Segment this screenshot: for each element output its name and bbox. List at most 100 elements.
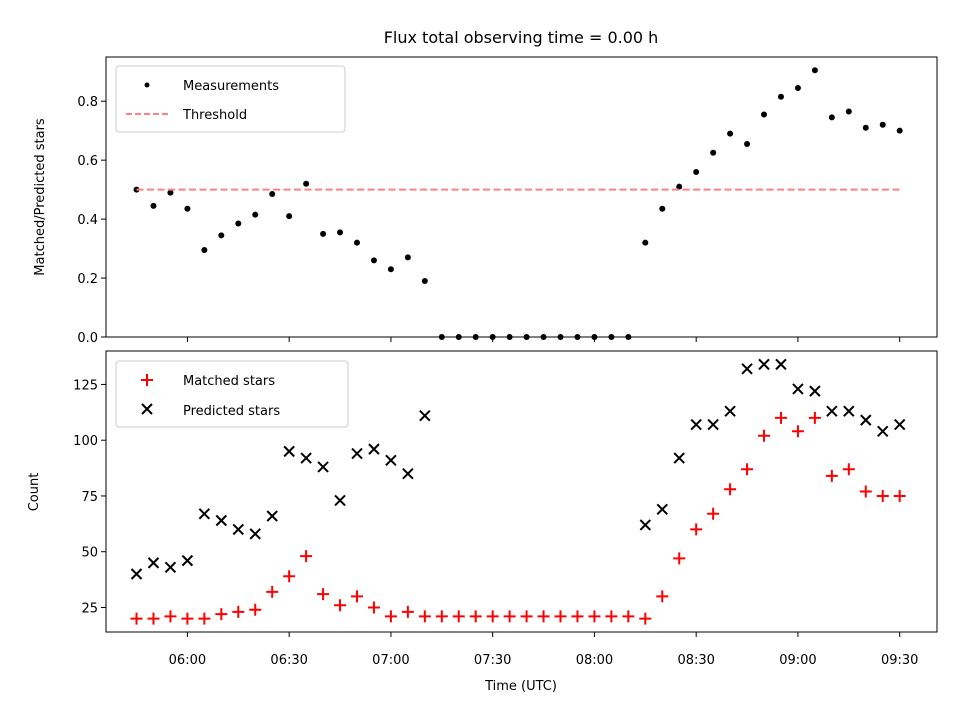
measurement-point (828, 114, 835, 121)
matched-star-point (622, 610, 635, 623)
matched-star-point (249, 603, 262, 616)
matched-star-point (283, 570, 296, 583)
matched-star-point (384, 610, 397, 623)
measurement-point (438, 334, 445, 340)
top-panel: 0.00.20.40.60.8 Matched/Predicted stars … (33, 56, 938, 346)
matched-star-point (808, 411, 821, 424)
predicted-star-point (215, 514, 228, 527)
top-data (133, 67, 903, 340)
top-y-axis: 0.0 0.2 0.4 0.6 0.8 (77, 95, 106, 346)
matched-star-point (486, 610, 499, 623)
measurement-point (303, 180, 310, 187)
measurement-point (218, 232, 225, 239)
measurement-point (710, 149, 717, 156)
matched-star-point (266, 585, 279, 598)
matched-star-point (537, 610, 550, 623)
predicted-star-point (758, 358, 770, 371)
measurement-point (337, 229, 344, 236)
measurement-point (794, 84, 801, 91)
legend-marker-measurements (144, 82, 150, 88)
predicted-star-point (147, 557, 160, 569)
predicted-star-point (690, 418, 702, 431)
predicted-star-point (826, 405, 838, 417)
measurement-point (320, 230, 327, 237)
predicted-star-point (707, 418, 719, 431)
measurement-point (540, 334, 547, 340)
predicted-star-point (266, 510, 278, 522)
measurement-point (591, 334, 598, 340)
predicted-star-point (351, 447, 363, 460)
measurement-point (896, 127, 903, 134)
legend-marker-matched (141, 374, 153, 386)
bottom-data (130, 358, 906, 625)
measurement-point (286, 213, 293, 220)
measurement-point (150, 202, 157, 209)
measurement-point (574, 334, 581, 340)
predicted-star-point (656, 503, 668, 516)
predicted-star-point (385, 454, 397, 466)
matched-star-point (164, 610, 177, 623)
measurement-point (387, 266, 394, 273)
bottom-y-axis: 25 50 75 100 125 (73, 378, 106, 616)
measurement-point (845, 108, 852, 115)
predicted-star-point (419, 409, 431, 422)
measurement-point (777, 93, 784, 100)
chart-title: Flux total observing time = 0.00 h (384, 28, 659, 47)
predicted-star-point (249, 528, 261, 540)
measurement-point (727, 130, 734, 137)
measurement-point (201, 247, 208, 254)
legend-label-threshold: Threshold (182, 108, 247, 123)
bottom-plot-frame (105, 350, 938, 633)
x-tick-label: 07:00 (372, 653, 409, 668)
predicted-star-point (639, 519, 652, 531)
predicted-star-point (893, 418, 906, 431)
matched-star-point (300, 550, 313, 563)
measurement-point (472, 334, 479, 340)
bottom-y-tick-label: 125 (73, 378, 98, 393)
top-y-tick-label: 0.6 (77, 154, 98, 169)
matched-star-point (232, 605, 245, 618)
bottom-x-axis: 06:00 06:30 07:00 07:30 08:00 08:30 09:00 09:30 (169, 632, 918, 668)
x-tick-label: 09:30 (881, 653, 918, 668)
matched-star-point (130, 612, 143, 625)
top-y-tick-label: 0.8 (77, 95, 98, 110)
matched-star-point (181, 612, 194, 625)
measurement-point (455, 334, 462, 340)
matched-star-point (724, 483, 737, 496)
predicted-star-point (283, 445, 295, 458)
matched-star-point (656, 590, 669, 603)
bottom-y-tick-label: 75 (81, 490, 98, 505)
matched-star-point (639, 612, 652, 625)
matched-star-point (317, 588, 330, 601)
matched-star-point (503, 610, 516, 623)
legend-label-measurements: Measurements (183, 79, 279, 94)
bottom-panel: 25 50 75 100 125 06:00 06:30 07:00 07:30 08:00 08… (27, 350, 938, 694)
measurement-point (269, 191, 276, 198)
predicted-star-point (317, 461, 329, 473)
measurement-point (744, 140, 751, 147)
legend-label-matched: Matched stars (183, 374, 275, 389)
measurement-point (252, 211, 259, 218)
measurement-point (404, 254, 411, 261)
legend-label-predicted: Predicted stars (183, 404, 280, 419)
matched-star-point (367, 601, 380, 614)
predicted-star-point (181, 554, 194, 567)
predicted-star-point (164, 561, 177, 574)
measurement-point (489, 334, 496, 340)
matched-star-point (690, 523, 703, 536)
measurement-point (676, 183, 683, 190)
measurement-point (506, 334, 513, 340)
top-legend-box (115, 65, 346, 133)
predicted-star-point (300, 452, 312, 464)
bottom-y-axis-label: Count (27, 473, 42, 512)
matched-star-point (707, 507, 720, 520)
x-tick-label: 06:00 (169, 653, 206, 668)
matched-star-point (435, 610, 448, 623)
matched-star-point (350, 590, 363, 603)
predicted-star-point (792, 383, 804, 395)
bottom-y-tick-label: 100 (73, 434, 98, 449)
matched-star-point (876, 489, 889, 502)
bottom-legend-box (115, 360, 349, 428)
matched-star-point (758, 429, 771, 442)
